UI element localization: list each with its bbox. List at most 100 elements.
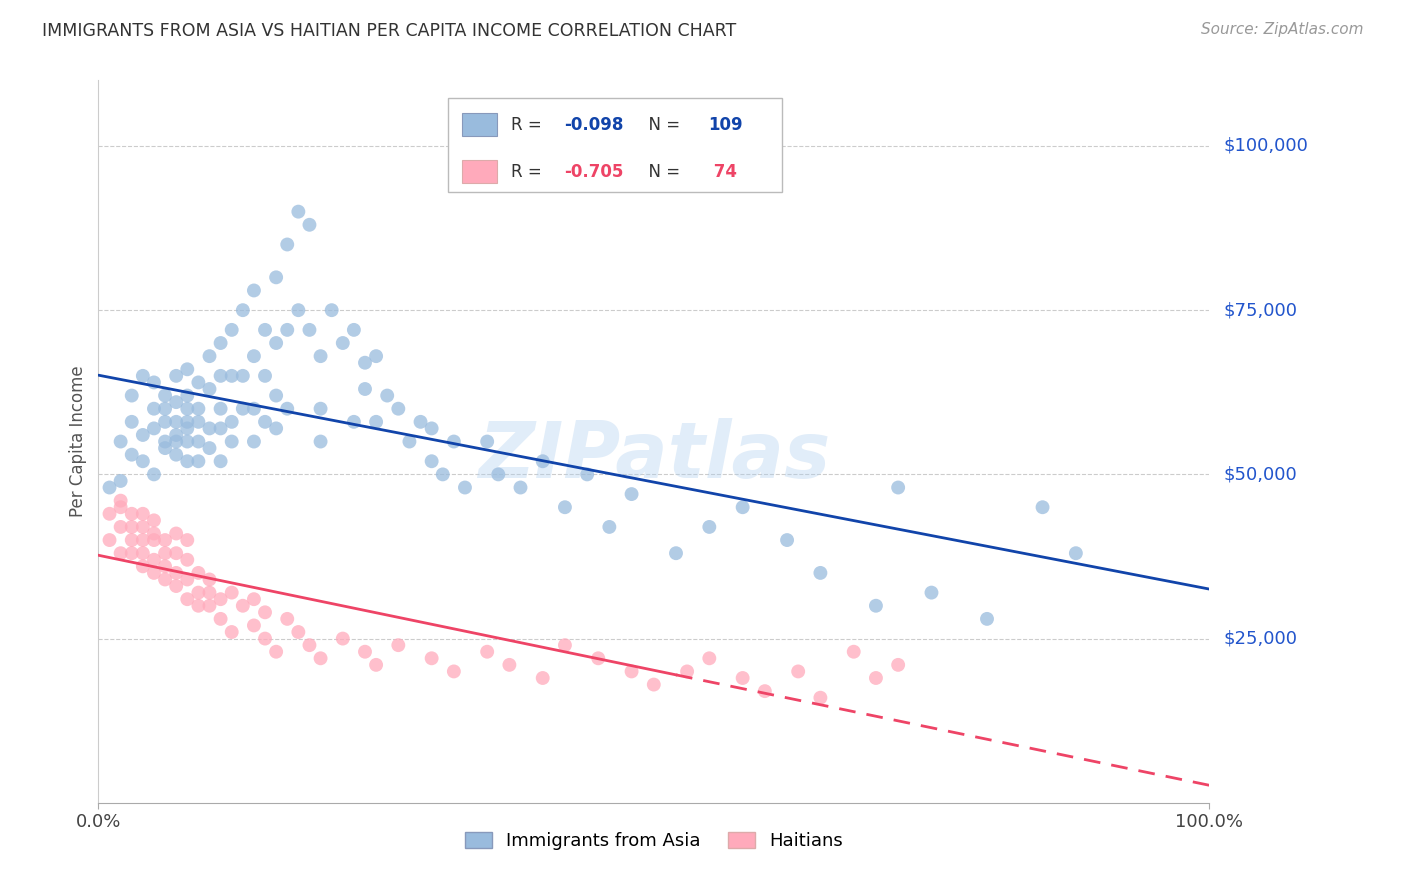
Point — [110, 500, 132, 515]
Point — [699, 520, 721, 534]
Point — [110, 493, 132, 508]
Point — [198, 599, 221, 613]
Point — [98, 481, 121, 495]
Point — [143, 553, 166, 567]
Point — [187, 566, 209, 580]
Point — [620, 665, 643, 679]
Point — [132, 520, 155, 534]
Point — [531, 454, 554, 468]
Point — [343, 415, 366, 429]
Point — [253, 323, 276, 337]
Point — [366, 349, 388, 363]
Point — [387, 638, 409, 652]
Point — [243, 592, 266, 607]
Point — [354, 645, 377, 659]
Point — [176, 434, 198, 449]
Point — [309, 401, 332, 416]
Point — [110, 474, 132, 488]
Point — [810, 690, 832, 705]
Point — [343, 323, 366, 337]
Point — [776, 533, 799, 547]
Point — [143, 513, 166, 527]
Point — [132, 368, 155, 383]
Point — [309, 349, 332, 363]
Point — [221, 434, 243, 449]
Point — [98, 533, 121, 547]
Point — [121, 448, 143, 462]
Point — [121, 520, 143, 534]
Point — [198, 421, 221, 435]
Point — [143, 526, 166, 541]
Point — [110, 520, 132, 534]
FancyBboxPatch shape — [449, 98, 782, 193]
Point — [554, 638, 576, 652]
Point — [187, 585, 209, 599]
Point — [198, 585, 221, 599]
Point — [332, 632, 354, 646]
Point — [221, 625, 243, 640]
Point — [887, 657, 910, 672]
Text: $25,000: $25,000 — [1223, 630, 1298, 648]
Point — [232, 368, 254, 383]
Point — [498, 657, 520, 672]
Point — [176, 421, 198, 435]
Point — [187, 415, 209, 429]
Point — [187, 401, 209, 416]
Point — [143, 467, 166, 482]
Text: $50,000: $50,000 — [1223, 466, 1296, 483]
Point — [176, 573, 198, 587]
Point — [132, 454, 155, 468]
Point — [232, 303, 254, 318]
Point — [153, 546, 176, 560]
Point — [243, 401, 266, 416]
Point — [253, 368, 276, 383]
Point — [165, 428, 187, 442]
Point — [420, 651, 443, 665]
Point — [165, 566, 187, 580]
Text: 74: 74 — [709, 162, 737, 180]
Point — [276, 323, 298, 337]
Text: -0.098: -0.098 — [564, 116, 623, 134]
Point — [366, 415, 388, 429]
Point — [209, 592, 232, 607]
Point — [209, 421, 232, 435]
Text: IMMIGRANTS FROM ASIA VS HAITIAN PER CAPITA INCOME CORRELATION CHART: IMMIGRANTS FROM ASIA VS HAITIAN PER CAPI… — [42, 22, 737, 40]
Point — [165, 448, 187, 462]
Point — [198, 382, 221, 396]
Point — [165, 579, 187, 593]
Point — [243, 284, 266, 298]
Point — [409, 415, 432, 429]
Point — [143, 401, 166, 416]
Text: R =: R = — [510, 116, 547, 134]
Point — [132, 507, 155, 521]
Point — [598, 520, 620, 534]
Point — [887, 481, 910, 495]
Point — [132, 428, 155, 442]
Point — [865, 671, 887, 685]
Point — [921, 585, 943, 599]
Point — [443, 434, 465, 449]
Point — [1064, 546, 1087, 560]
Point — [264, 388, 287, 402]
Point — [253, 632, 276, 646]
Point — [321, 303, 343, 318]
Point — [354, 382, 377, 396]
Point — [143, 533, 166, 547]
Point — [665, 546, 688, 560]
Point — [198, 441, 221, 455]
Point — [165, 526, 187, 541]
Point — [754, 684, 776, 698]
Point — [221, 368, 243, 383]
Point — [198, 573, 221, 587]
Point — [176, 415, 198, 429]
Point — [143, 566, 166, 580]
Point — [187, 454, 209, 468]
Point — [153, 573, 176, 587]
FancyBboxPatch shape — [461, 160, 498, 183]
Point — [366, 657, 388, 672]
Point — [98, 507, 121, 521]
Point — [731, 671, 754, 685]
Point — [264, 645, 287, 659]
Point — [153, 559, 176, 574]
Point — [253, 605, 276, 619]
